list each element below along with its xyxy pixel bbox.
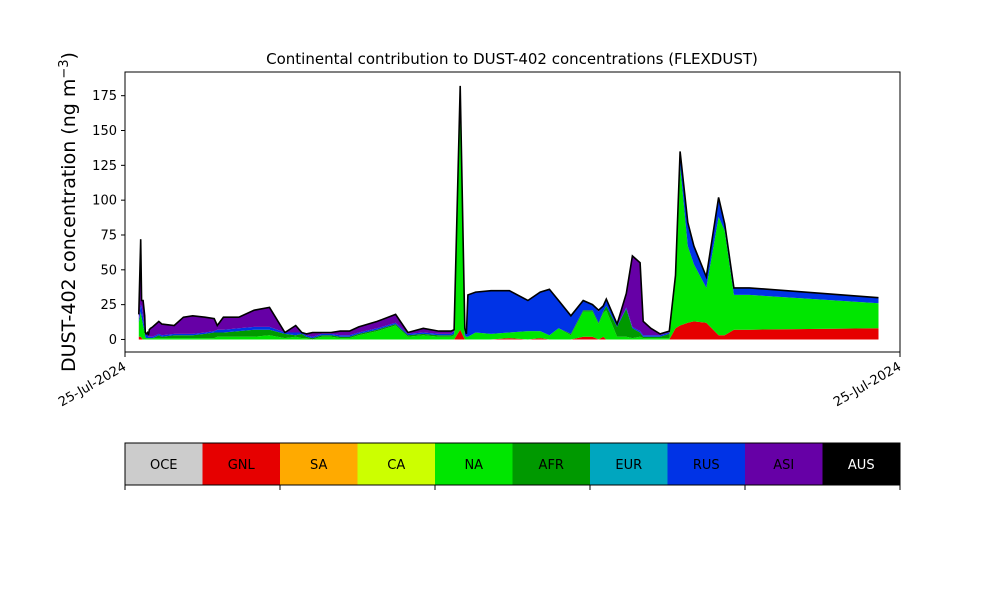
legend: OCE GNL SA CA NA AFR EUR RUS ASI AUS [124,442,901,490]
y-tick-label: 100 [92,194,117,209]
area-series-na [138,85,879,340]
plot-area [138,85,879,340]
legend-label-sa: SA [310,458,327,473]
legend-label-afr: AFR [539,458,564,473]
legend-label-oce: OCE [150,458,178,473]
total-outline-line [138,85,879,336]
legend-swatch-sa [280,443,358,485]
legend-swatch-oce [125,443,203,485]
legend-swatch-ca [357,443,436,485]
legend-label-aus: AUS [848,458,875,473]
legend-swatch-rus [667,443,746,485]
y-axis-label-superscript: −3 [57,59,72,78]
y-tick-label: 75 [100,228,117,243]
chart-title: Continental contribution to DUST-402 con… [266,50,758,68]
legend-label-rus: RUS [693,458,720,473]
y-axis: 0 25 50 75 100 125 150 175 [92,89,125,348]
legend-label-asi: ASI [773,458,794,473]
legend-swatch-aus [822,443,901,485]
legend-swatch-afr [512,443,591,485]
y-tick-label: 0 [109,333,117,348]
legend-label-eur: EUR [615,458,642,473]
legend-label-gnl: GNL [228,458,256,473]
legend-label-ca: CA [387,458,405,473]
area-series-gnl [138,321,879,340]
legend-frame [124,442,901,486]
y-axis-label: DUST-402 concentration (ng m−3) [57,52,81,372]
y-tick-label: 175 [92,89,117,104]
legend-swatch-gnl [202,443,281,485]
legend-swatch-eur [590,443,668,485]
y-tick-label: 25 [100,298,117,313]
y-tick-label: 125 [92,159,117,174]
x-tick-label: 25-Jul-2024 [831,359,904,410]
legend-label-na: NA [464,458,483,473]
legend-swatch-asi [745,443,823,485]
x-axis: 25-Jul-2024 25-Jul-2024 [56,352,904,410]
y-tick-label: 150 [92,124,117,139]
legend-swatch-na [435,443,513,485]
y-tick-label: 50 [100,263,117,278]
plot-frame [124,71,901,353]
